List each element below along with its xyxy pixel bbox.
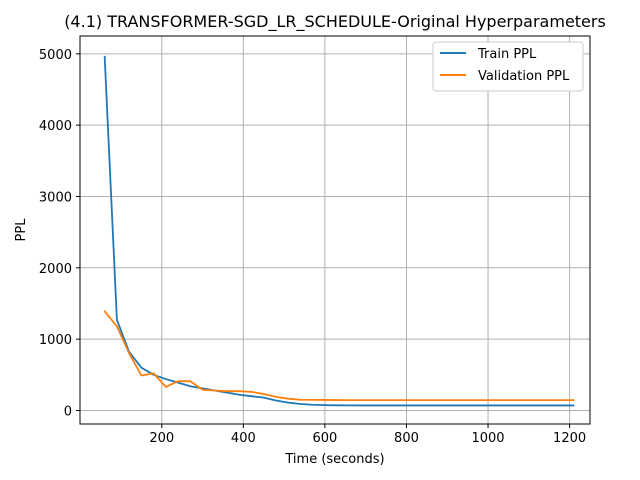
- x-tick-label: 800: [394, 431, 419, 446]
- legend: Train PPL Validation PPL: [432, 41, 584, 92]
- series-line-train-ppl: [103, 55, 575, 407]
- series-line-validation-ppl: [103, 310, 575, 402]
- y-tick-label: 0: [64, 404, 72, 419]
- x-tick-label: 600: [312, 431, 337, 446]
- legend-label-validation: Validation PPL: [478, 69, 570, 84]
- series-layer: [103, 55, 575, 407]
- x-tick-label: 400: [231, 431, 256, 446]
- chart-title: (4.1) TRANSFORMER-SGD_LR_SCHEDULE-Origin…: [64, 12, 606, 32]
- grid-layer: [80, 36, 590, 424]
- x-tick-label: 200: [149, 431, 174, 446]
- y-tick-label: 3000: [39, 190, 72, 205]
- x-tick-label: 1200: [553, 431, 586, 446]
- y-tick-label: 5000: [39, 48, 72, 63]
- legend-box: [432, 41, 584, 92]
- y-tick-label: 4000: [39, 119, 72, 134]
- y-tick-label: 1000: [39, 333, 72, 348]
- tick-layer: 200 400 600 800 1000 1200 0 1000 2000 3000 4000 500…: [39, 48, 586, 446]
- y-axis-label: PPL: [14, 218, 29, 242]
- x-axis-label: Time (seconds): [284, 452, 384, 467]
- x-tick-label: 1000: [471, 431, 504, 446]
- plot-frame: [79, 35, 591, 425]
- legend-label-train: Train PPL: [477, 47, 537, 62]
- y-tick-label: 2000: [39, 262, 72, 277]
